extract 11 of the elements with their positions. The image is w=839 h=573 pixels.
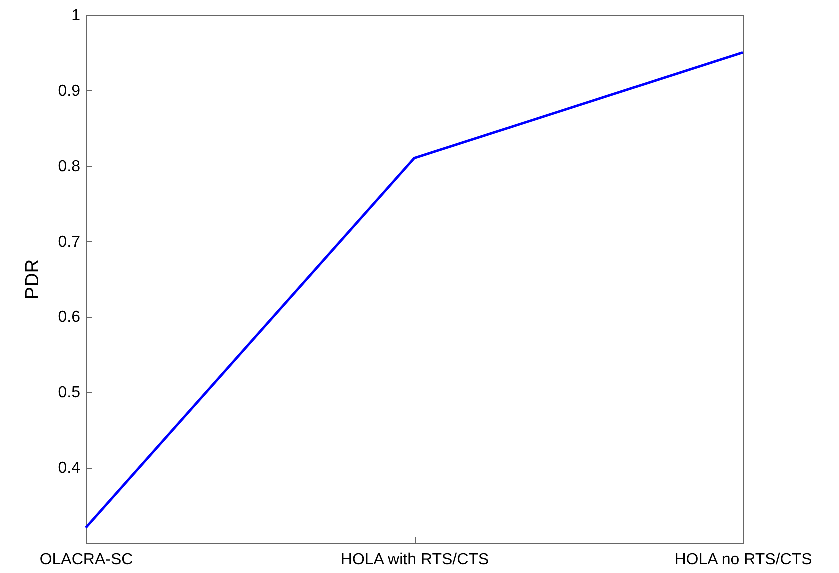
y-axis-title: PDR — [22, 259, 44, 300]
x-tick-label: OLACRA-SC — [40, 552, 134, 568]
x-tick-label: HOLA no RTS/CTS — [674, 552, 812, 568]
y-tick-label: 0.5 — [58, 384, 81, 402]
y-tick-label: 0.7 — [58, 234, 81, 251]
y-tick-label: 0.9 — [58, 82, 81, 100]
y-tick-label: 0.4 — [58, 460, 81, 478]
x-tick-label: HOLA with RTS/CTS — [340, 552, 490, 568]
y-tick-label: 0.8 — [58, 158, 81, 176]
y-tick-label: 1 — [72, 8, 81, 24]
y-tick-label: 0.6 — [58, 309, 81, 326]
